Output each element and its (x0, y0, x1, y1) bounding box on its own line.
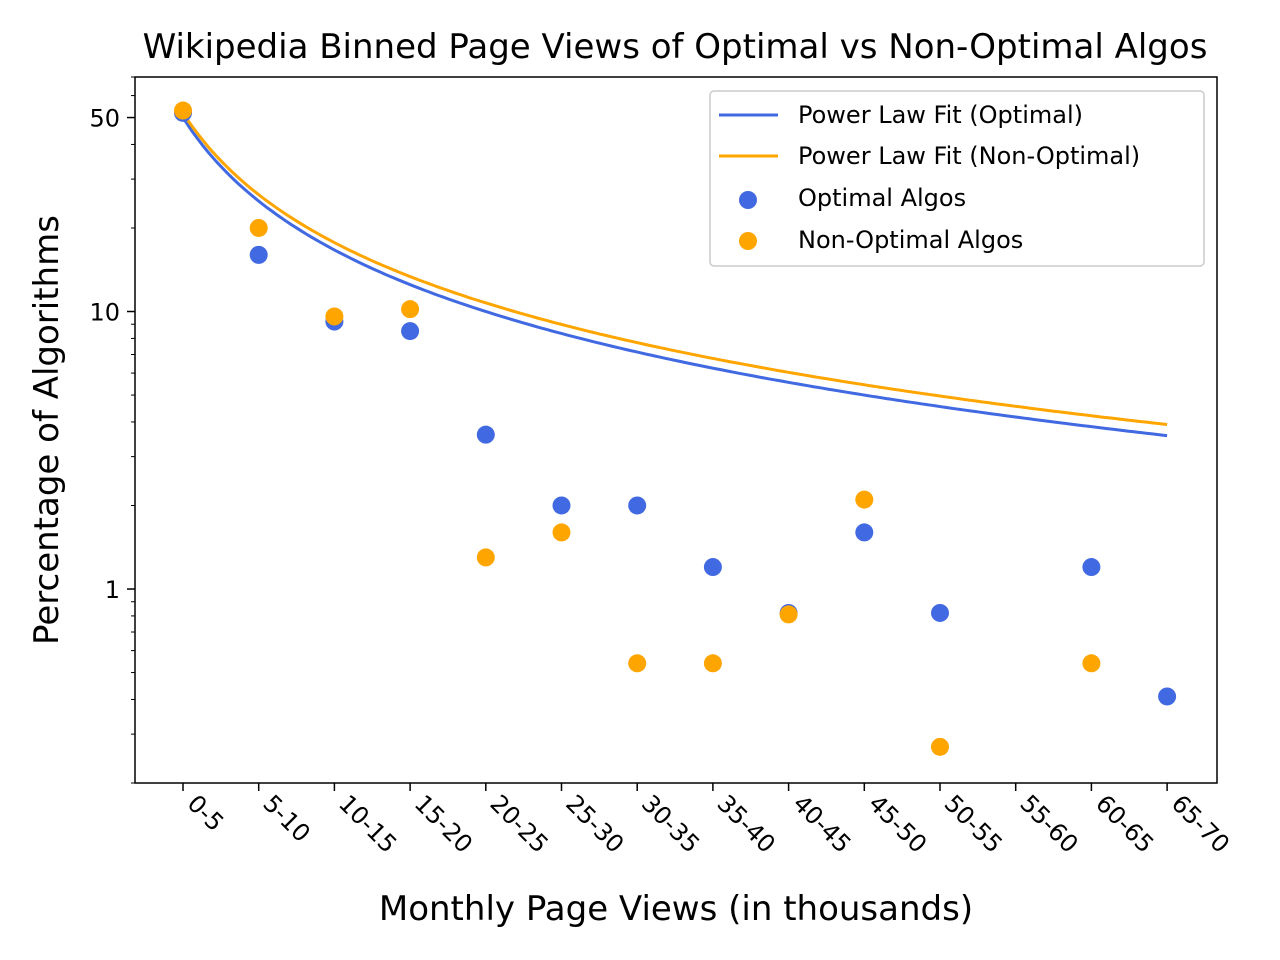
point-optimal-35-40 (703, 558, 722, 577)
point-optimal-60-65 (1082, 558, 1101, 577)
point-non-optimal-50-55 (931, 737, 949, 756)
y-axis-label: Percentage of Algorithms (27, 215, 67, 645)
y-tick-label-10: 10 (89, 299, 120, 327)
point-optimal-30-35 (628, 496, 647, 515)
legend-label-fit-optimal: Power Law Fit (Optimal) (798, 101, 1083, 129)
x-axis-label: Monthly Page Views (in thousands) (379, 889, 973, 929)
point-non-optimal-10-15 (325, 307, 344, 326)
legend-swatch-optimal (739, 191, 757, 209)
point-optimal-20-25 (476, 425, 495, 444)
point-optimal-45-50 (855, 523, 874, 542)
point-non-optimal-35-40 (703, 654, 722, 673)
point-non-optimal-5-10 (249, 218, 268, 237)
point-optimal-25-30 (552, 496, 571, 515)
fit-line-non-optimal (181, 111, 1168, 426)
legend-label-optimal: Optimal Algos (798, 184, 966, 212)
point-optimal-5-10 (249, 245, 268, 264)
legend-swatch-non-optimal (739, 232, 757, 250)
point-non-optimal-40-45 (779, 605, 798, 624)
legend-label-fit-non-optimal: Power Law Fit (Non-Optimal) (798, 142, 1140, 170)
point-optimal-15-20 (401, 322, 420, 341)
chart-title: Wikipedia Binned Page Views of Optimal v… (143, 27, 1208, 67)
legend: Power Law Fit (Optimal) Power Law Fit (N… (709, 90, 1205, 267)
point-non-optimal-45-50 (855, 490, 874, 509)
point-non-optimal-0-5 (174, 101, 192, 120)
point-non-optimal-60-65 (1082, 654, 1101, 673)
point-non-optimal-25-30 (552, 523, 571, 542)
y-tick-label-50: 50 (89, 105, 120, 133)
fit-line-optimal (181, 116, 1168, 438)
legend-label-non-optimal: Non-Optimal Algos (798, 226, 1023, 254)
point-non-optimal-30-35 (628, 654, 647, 673)
point-non-optimal-15-20 (401, 300, 420, 319)
y-tick-label-1: 1 (105, 576, 120, 604)
point-optimal-50-55 (931, 603, 949, 622)
plot-frame (134, 76, 1218, 784)
point-optimal-65-70 (1158, 687, 1177, 706)
point-non-optimal-20-25 (476, 548, 495, 567)
legend-frame (709, 90, 1205, 267)
